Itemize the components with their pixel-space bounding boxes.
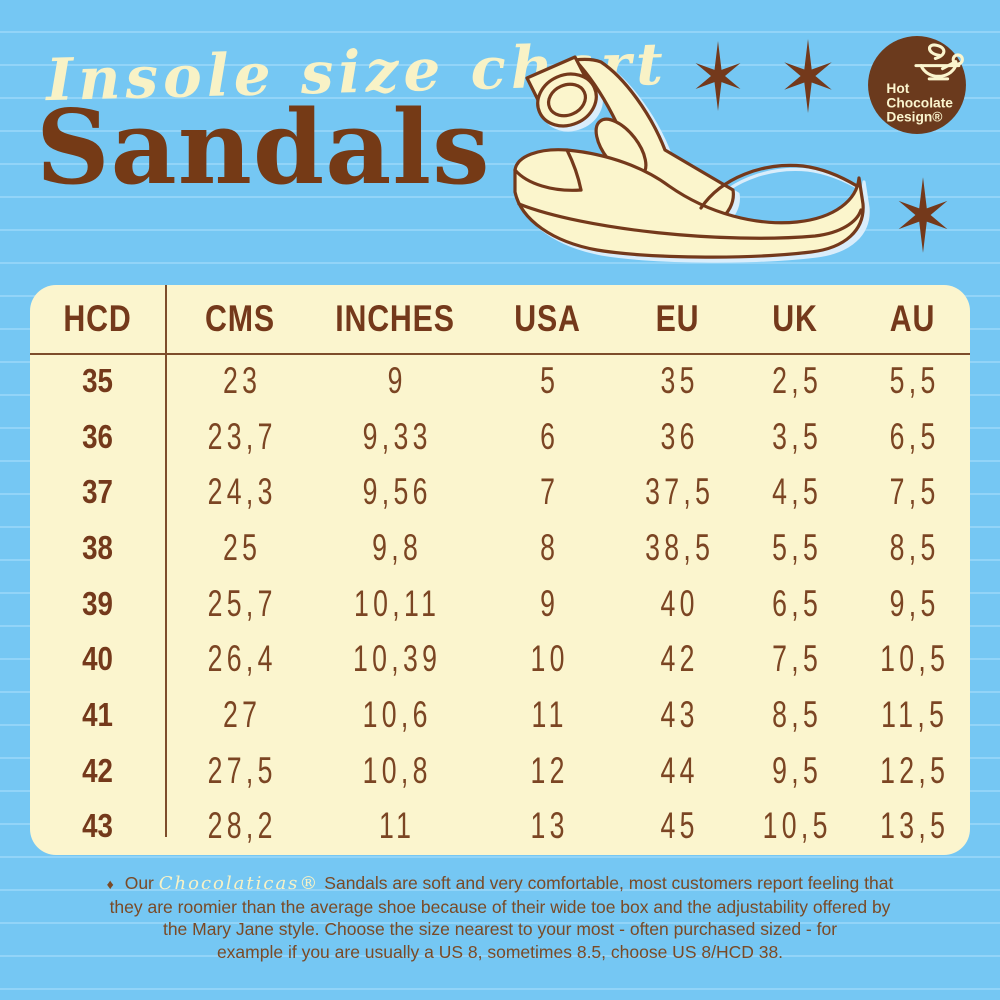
table-cell: 35 (82, 361, 113, 399)
table-cell: 38 (82, 528, 113, 566)
table-cell: 5 (540, 359, 560, 401)
table-cell: 42 (82, 751, 113, 789)
size-table: HCD CMS INCHES USA EU UK AU 35 23 9 5 35… (30, 285, 970, 855)
brand-name: Chocolaticas® (158, 873, 320, 894)
table-cell: 10,5 (762, 805, 832, 847)
wedge-sandal-illustration (513, 55, 865, 259)
table-column-divider (165, 285, 167, 837)
hot-chocolate-cup-icon (914, 43, 964, 81)
table-cell: 7,5 (772, 638, 823, 680)
table-cell: 25,7 (207, 582, 277, 624)
table-cell: 42 (660, 638, 699, 680)
footer-line2: they are roomier than the average shoe b… (109, 896, 891, 917)
table-cell: 43 (82, 807, 113, 845)
table-cell: 5,5 (772, 526, 823, 568)
column-header: HCD (63, 298, 132, 339)
table-cell: 24,3 (207, 471, 277, 513)
table-cell: 3,5 (772, 415, 823, 457)
footer-line4: example if you are usually a US 8, somet… (216, 941, 784, 962)
footer-line3: the Mary Jane style. Choose the size nea… (162, 919, 838, 939)
table-cell: 7 (540, 471, 560, 513)
table-cell: 45 (660, 805, 699, 847)
table-cell: 44 (660, 749, 699, 791)
column-header: INCHES (335, 298, 455, 339)
table-cell: 9 (540, 582, 560, 624)
table-cell: 10,8 (362, 749, 432, 791)
sandal-sole (513, 148, 865, 259)
table-cell: 6,5 (889, 415, 940, 457)
table-cell: 36 (660, 415, 699, 457)
table-cell: 10,11 (354, 582, 441, 624)
diamond-bullet-icon: ♦ (106, 876, 114, 892)
column-header: CMS (205, 298, 275, 339)
table-cell: 2,5 (772, 359, 823, 401)
column-header: AU (889, 298, 936, 339)
table-cell: 39 (82, 584, 113, 622)
footer-prefix: Our (124, 873, 154, 893)
table-cell: 4,5 (772, 471, 823, 513)
table-cell: 9,33 (362, 415, 432, 457)
table-cell: 9,8 (372, 526, 423, 568)
table-cell: 8,5 (889, 526, 940, 568)
column-header: USA (514, 298, 581, 339)
table-cell: 11 (531, 693, 568, 735)
table-cell: 9,5 (889, 582, 940, 624)
table-cell: 6 (540, 415, 560, 457)
logo-text-line3: Design® (886, 110, 942, 125)
six-point-star-icon (770, 38, 846, 114)
table-cell: 26,4 (207, 638, 277, 680)
table-cell: 37 (82, 473, 113, 511)
table-cell: 27 (223, 693, 262, 735)
table-cell: 12 (530, 749, 569, 791)
table-cell: 10,39 (353, 638, 442, 680)
table-cell: 23 (223, 359, 262, 401)
table-cell: 23,7 (207, 415, 277, 457)
table-cell: 10,6 (362, 693, 432, 735)
footer-line1-text: Sandals are soft and very comfortable, m… (324, 873, 894, 893)
logo-text-line2: Chocolate (886, 95, 953, 110)
table-cell: 9 (387, 359, 407, 401)
table-header-divider (30, 353, 970, 355)
table-cell: 27,5 (207, 749, 277, 791)
column-header: EU (655, 298, 700, 339)
table-cell: 36 (82, 417, 113, 455)
table-cell: 8 (540, 526, 560, 568)
table-cell: 12,5 (880, 749, 950, 791)
table-cell: 28,2 (207, 805, 277, 847)
logo-text-line1: Hot (886, 81, 909, 96)
table-cell: 11 (379, 805, 416, 847)
logo-circle (868, 36, 966, 134)
table-cell: 9,56 (362, 471, 432, 513)
table-cell: 9,5 (772, 749, 823, 791)
table-cell: 5,5 (889, 359, 940, 401)
table-cell: 11,5 (881, 693, 949, 735)
table-cell: 40 (660, 582, 699, 624)
table-cell: 13 (530, 805, 569, 847)
table-cell: 38,5 (645, 526, 715, 568)
table-cell: 40 (82, 640, 113, 678)
six-point-star-icon (682, 40, 754, 112)
table-cell: 13,5 (880, 805, 950, 847)
table-cell: 6,5 (772, 582, 823, 624)
table-cell: 35 (660, 359, 699, 401)
table-cell: 41 (82, 695, 113, 733)
table-cell: 25 (223, 526, 262, 568)
table-cell: 37,5 (645, 471, 715, 513)
six-point-star-icon (884, 176, 962, 254)
footer-line1: ♦ Our Chocolaticas® Sandals are soft and… (90, 872, 910, 896)
brand-logo: Hot Chocolate Design® (866, 34, 968, 136)
table-cell: 7,5 (889, 471, 940, 513)
page-title: Sandals (36, 88, 491, 208)
footer-note: ♦ Our Chocolaticas® Sandals are soft and… (90, 872, 910, 963)
table-cell: 10 (530, 638, 569, 680)
column-header: UK (772, 298, 818, 339)
table-cell: 8,5 (772, 693, 823, 735)
table-cell: 10,5 (880, 638, 950, 680)
table-cell: 43 (660, 693, 699, 735)
